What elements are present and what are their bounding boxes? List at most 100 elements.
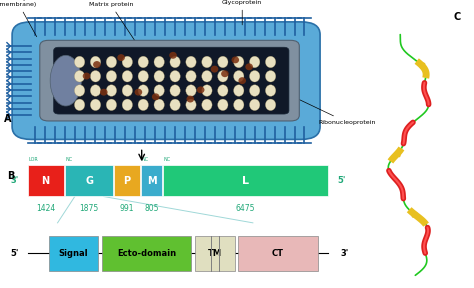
Ellipse shape [249,99,260,111]
Text: 5': 5' [10,249,18,258]
Text: B: B [7,171,15,181]
Bar [115,165,140,196]
Ellipse shape [152,93,160,100]
Bar [65,165,113,196]
Text: 6475: 6475 [236,204,255,213]
Ellipse shape [74,85,85,96]
Ellipse shape [106,99,117,111]
Ellipse shape [197,86,204,93]
Text: L: L [242,176,249,186]
Ellipse shape [91,99,100,111]
Text: Glycoprotein: Glycoprotein [222,0,262,25]
Ellipse shape [138,71,148,82]
Text: 3': 3' [340,249,348,258]
Ellipse shape [100,89,108,96]
Text: TM: TM [208,249,222,258]
Ellipse shape [170,56,180,68]
Ellipse shape [238,77,246,84]
Ellipse shape [234,99,244,111]
Ellipse shape [122,71,133,82]
Ellipse shape [82,73,91,79]
Bar [141,165,162,196]
Ellipse shape [249,85,260,96]
Ellipse shape [154,71,164,82]
Ellipse shape [218,85,228,96]
Ellipse shape [234,85,244,96]
Ellipse shape [91,85,100,96]
Ellipse shape [249,71,260,82]
Ellipse shape [265,56,276,68]
Ellipse shape [169,52,177,59]
Ellipse shape [106,71,117,82]
Ellipse shape [186,56,196,68]
Ellipse shape [234,71,244,82]
Text: 3': 3' [10,177,18,185]
Ellipse shape [74,56,85,68]
Ellipse shape [170,71,180,82]
Text: NC: NC [66,157,73,162]
Text: G: G [85,176,93,186]
Ellipse shape [202,71,212,82]
Ellipse shape [221,70,229,77]
Ellipse shape [50,55,82,106]
Ellipse shape [154,85,164,96]
Ellipse shape [186,99,196,111]
Ellipse shape [106,85,117,96]
Ellipse shape [74,99,85,111]
Ellipse shape [122,85,133,96]
Ellipse shape [211,66,219,73]
Ellipse shape [202,56,212,68]
Ellipse shape [265,71,276,82]
Text: N: N [42,176,50,186]
FancyBboxPatch shape [12,22,320,139]
Ellipse shape [170,99,180,111]
Text: Ecto-domain: Ecto-domain [117,249,176,258]
Ellipse shape [117,54,125,61]
Ellipse shape [186,85,196,96]
Ellipse shape [138,56,148,68]
Text: M: M [146,176,156,186]
Ellipse shape [202,99,212,111]
Bar [48,236,98,271]
Ellipse shape [186,96,194,103]
Bar [102,236,191,271]
Ellipse shape [106,56,117,68]
Bar [195,236,235,271]
Text: A: A [3,114,11,124]
Ellipse shape [154,99,164,111]
Ellipse shape [74,71,85,82]
Text: 1875: 1875 [80,204,99,213]
Text: NC: NC [142,157,149,162]
Ellipse shape [218,56,228,68]
Text: 805: 805 [144,204,159,213]
Ellipse shape [249,56,260,68]
Text: Ribonucleoprotein: Ribonucleoprotein [262,82,376,125]
Text: 5': 5' [337,177,346,185]
Ellipse shape [234,56,244,68]
Text: LOR: LOR [28,157,38,162]
Text: 991: 991 [120,204,134,213]
Ellipse shape [138,85,148,96]
Text: C: C [454,12,461,22]
Ellipse shape [170,85,180,96]
FancyBboxPatch shape [40,40,299,121]
Ellipse shape [231,56,239,63]
Ellipse shape [91,71,100,82]
FancyBboxPatch shape [54,47,289,114]
Bar [238,236,318,271]
Text: NC: NC [164,157,171,162]
Ellipse shape [202,85,212,96]
Ellipse shape [135,89,142,96]
Text: Matrix protein: Matrix protein [89,2,137,44]
Ellipse shape [218,71,228,82]
Ellipse shape [265,99,276,111]
Ellipse shape [218,99,228,111]
Ellipse shape [122,99,133,111]
Text: P: P [124,176,131,186]
Text: Signal: Signal [59,249,88,258]
Text: CT: CT [272,249,284,258]
Bar [163,165,328,196]
Ellipse shape [154,56,164,68]
Ellipse shape [265,85,276,96]
Ellipse shape [122,56,133,68]
